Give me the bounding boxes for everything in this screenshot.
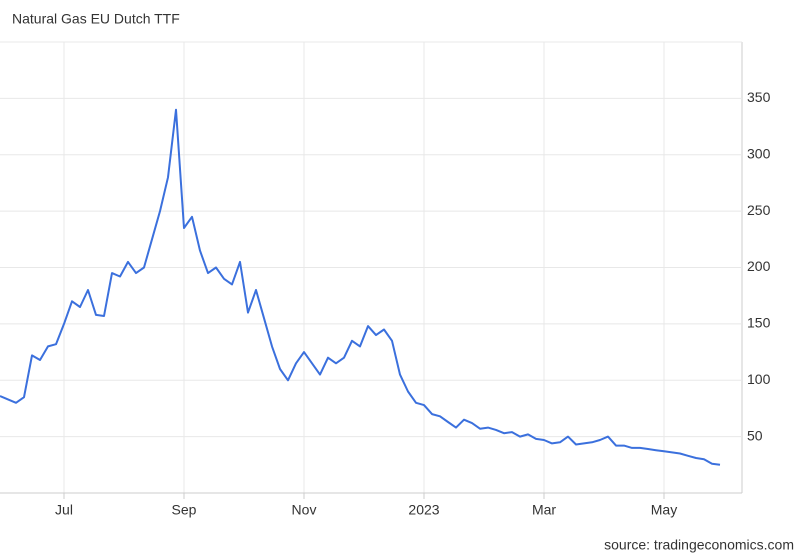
chart-title: Natural Gas EU Dutch TTF <box>12 11 180 27</box>
x-tick-label: May <box>651 502 677 518</box>
x-tick-label: Jul <box>55 502 73 518</box>
source: source: tradingeconomics.com <box>604 537 794 553</box>
x-tick-label: Nov <box>292 502 317 518</box>
y-tick-label: 100 <box>747 371 771 387</box>
y-tick-label: 250 <box>747 202 771 218</box>
y-tick-label: 350 <box>747 89 771 105</box>
y-tick-label: 200 <box>747 258 771 274</box>
y-tick-label: 300 <box>747 145 771 161</box>
x-tick-label: 2023 <box>408 502 439 518</box>
line-series <box>0 108 721 466</box>
x-tick-label: Mar <box>532 502 556 518</box>
x-tick-label: Sep <box>172 502 197 518</box>
y-tick-label: 150 <box>747 315 771 331</box>
y-tick-label: 50 <box>747 427 763 443</box>
